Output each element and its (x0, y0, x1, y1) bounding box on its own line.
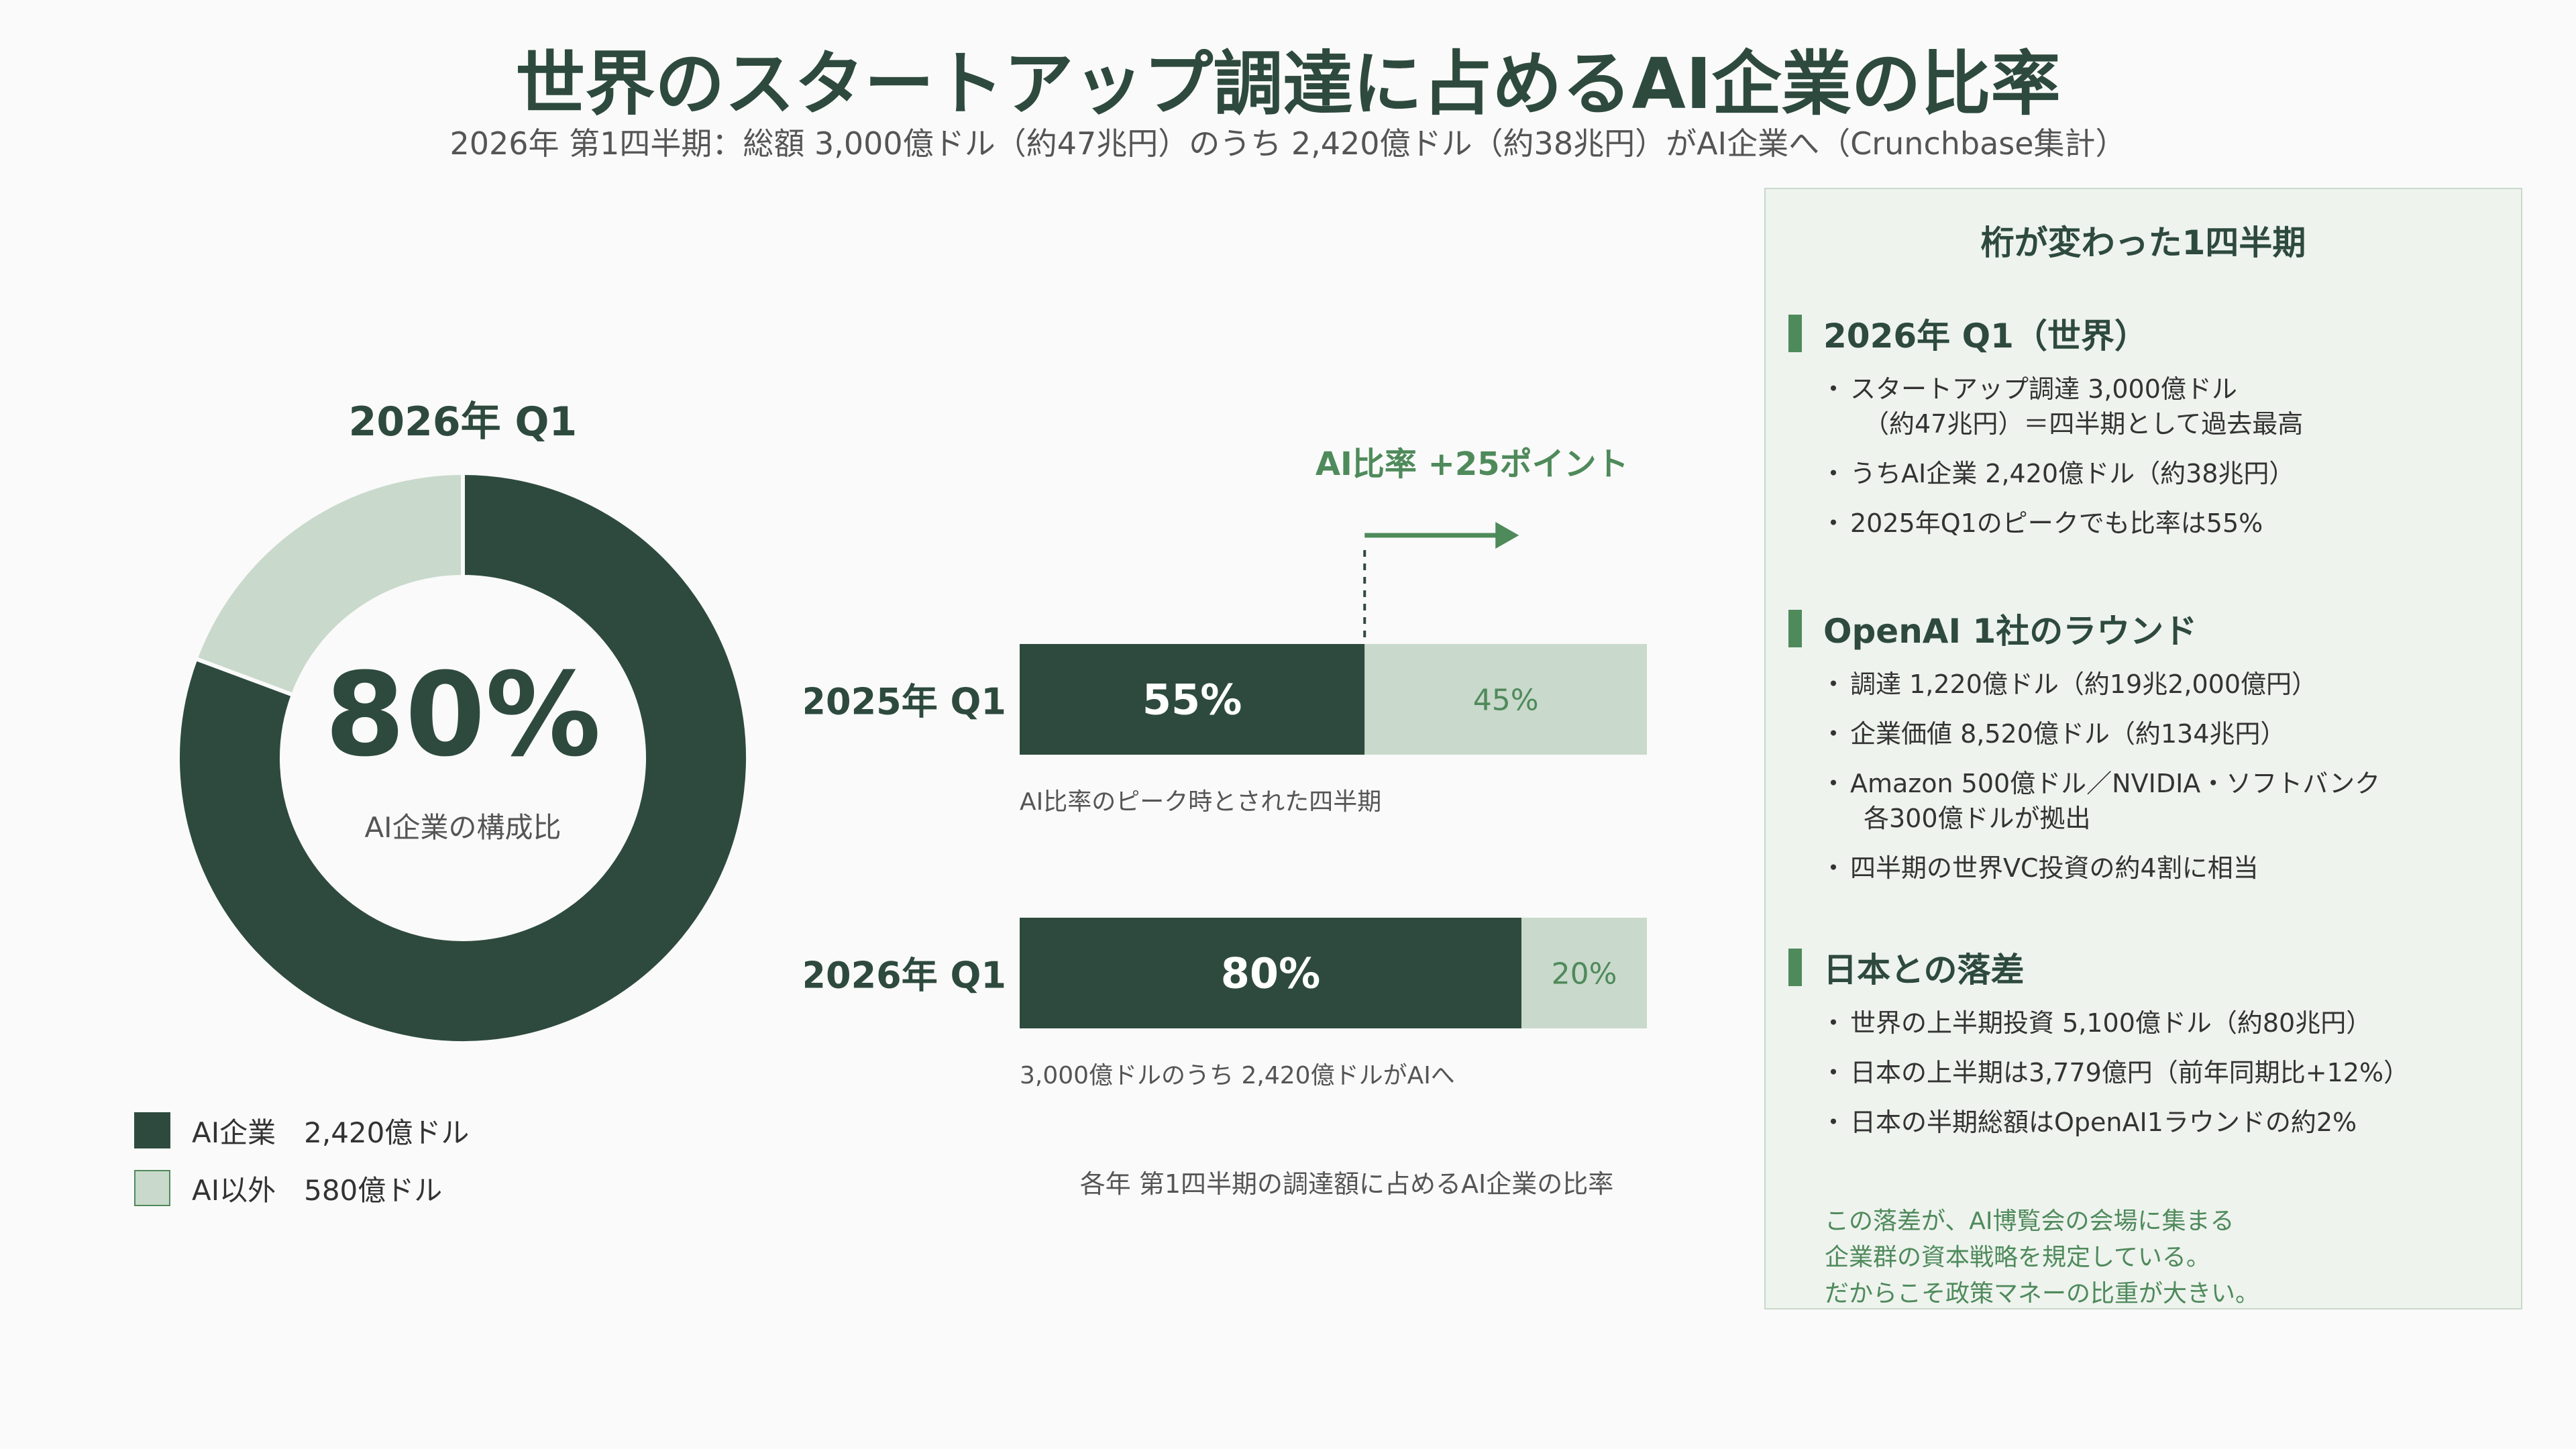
donut-slice-non-ai (193, 470, 465, 698)
legend-swatch-non-ai (134, 1170, 170, 1206)
bullet-text: 企業価値 8,520億ドル（約134兆円） (1850, 719, 2286, 749)
donut-center-label: AI企業の構成比 (364, 811, 561, 844)
section-title: 日本との落差 (1823, 951, 2025, 989)
donut-center-value: 80% (325, 647, 601, 782)
bar-category-label: 2026年 Q1 (805, 955, 1006, 997)
bullet-item: 四半期の世界VC投資の約4割に相当 (1821, 851, 2506, 885)
bar-note: 3,000億ドルのうち 2,420億ドルがAIへ (1020, 1062, 1455, 1089)
bullet-item: 日本の半期総額はOpenAI1ラウンドの約2% (1821, 1105, 2506, 1140)
bar-segment-non-ai (1364, 644, 1647, 755)
bar-segment-non-ai (1521, 918, 1647, 1028)
panel-title: 桁が変わった1四半期 (1980, 223, 2306, 262)
bullet-item: うちAI企業 2,420億ドル（約38兆円） (1821, 456, 2506, 491)
donut-chart (176, 470, 750, 1045)
bullet-item: 2025年Q1のピークでも比率は55% (1821, 506, 2506, 541)
bullet-text: 日本の半期総額はOpenAI1ラウンドの約2% (1850, 1108, 2357, 1137)
legend-item-ai: AI企業 2,420億ドル (134, 1110, 469, 1150)
section-marker (1788, 315, 1802, 352)
panel-note: この落差が、AI博覧会の会場に集まる 企業群の資本戦略を規定している。 だからこ… (1825, 1203, 2496, 1312)
bar-data-label-non-ai: 20% (1552, 957, 1617, 991)
legend-item-non-ai: AI以外 580億ドル (134, 1168, 469, 1208)
bar-data-label-non-ai: 45% (1473, 684, 1539, 718)
bullet-item: スタートアップ調達 3,000億ドル （約47兆円）＝四半期として過去最高 (1821, 372, 2506, 441)
bar-data-label-ai: 55% (1142, 676, 1242, 724)
bullet-item: 日本の上半期は3,779億円（前年同期比+12%） (1821, 1055, 2506, 1090)
note-line: 企業群の資本戦略を規定している。 (1825, 1244, 2210, 1271)
bullet-item: 世界の上半期投資 5,100億ドル（約80兆円） (1821, 1006, 2506, 1040)
section-heading: OpenAI 1社のラウンド (1788, 605, 2506, 652)
bullet-text: スタートアップ調達 3,000億ドル (1850, 374, 2237, 404)
bar-segment-ai (1020, 918, 1521, 1028)
panel-section-openai: OpenAI 1社のラウンド 調達 1,220億ドル（約19兆2,000億円） … (1788, 605, 2506, 885)
donut-title: 2026年 Q1 (348, 398, 578, 445)
donut-legend: AI企業 2,420億ドル AI以外 580億ドル (134, 1110, 469, 1226)
panel-section-world: 2026年 Q1（世界） スタートアップ調達 3,000億ドル （約47兆円）＝… (1788, 310, 2506, 541)
section-heading: 2026年 Q1（世界） (1788, 310, 2506, 357)
bar-category-label: 2025年 Q1 (805, 681, 1006, 723)
bar-data-label-ai: 80% (1221, 949, 1320, 998)
section-marker (1788, 610, 1802, 647)
bullet-text-cont: （約47兆円）＝四半期として過去最高 (1864, 409, 2304, 439)
summary-panel: 桁が変わった1四半期 2026年 Q1（世界） スタートアップ調達 3,000億… (1764, 188, 2522, 1309)
page-title: 世界のスタートアップ調達に占めるAI企業の比率 (515, 43, 2061, 125)
bullet-text: 世界の上半期投資 5,100億ドル（約80兆円） (1850, 1008, 2372, 1038)
donut-slice-ai (176, 470, 750, 1045)
bullet-item: Amazon 500億ドル／NVIDIA・ソフトバンク 各300億ドルが拠出 (1821, 766, 2506, 836)
annotation-arrowhead-icon (1495, 522, 1519, 549)
bullet-text: うちAI企業 2,420億ドル（約38兆円） (1850, 459, 2295, 488)
bullet-text: 調達 1,220億ドル（約19兆2,000億円） (1850, 669, 2318, 699)
note-line: だからこそ政策マネーの比重が大きい。 (1825, 1280, 2260, 1307)
section-heading: 日本との落差 (1788, 944, 2506, 991)
bullet-item: 調達 1,220億ドル（約19兆2,000億円） (1821, 667, 2506, 702)
section-title: OpenAI 1社のラウンド (1823, 612, 2198, 651)
bullet-text: Amazon 500億ドル／NVIDIA・ソフトバンク (1850, 769, 2381, 798)
bullet-item: 企業価値 8,520億ドル（約134兆円） (1821, 716, 2506, 751)
legend-label-non-ai: AI以外 580億ドル (192, 1173, 443, 1207)
stacked-bar-chart: 2025年 Q1 55% 45% AI比率のピーク時とされた四半期 2026年 Q1 80… (805, 445, 1647, 1199)
bar-segment-ai (1020, 644, 1365, 755)
bar-chart-caption: 各年 第1四半期の調達額に占めるAI企業の比率 (1080, 1169, 1613, 1199)
legend-swatch-ai (134, 1112, 170, 1148)
bullet-text: 日本の上半期は3,779億円（前年同期比+12%） (1850, 1058, 2410, 1087)
section-title: 2026年 Q1（世界） (1823, 317, 2148, 356)
section-marker (1788, 949, 1802, 986)
bullet-text: 四半期の世界VC投資の約4割に相当 (1850, 853, 2259, 883)
bullet-text-cont: 各300億ドルが拠出 (1864, 804, 2091, 833)
legend-label-ai: AI企業 2,420億ドル (192, 1116, 470, 1149)
panel-section-japan: 日本との落差 世界の上半期投資 5,100億ドル（約80兆円） 日本の上半期は3… (1788, 944, 2506, 1140)
page-subtitle: 2026年 第1四半期：総額 3,000億ドル（約47兆円）のうち 2,420億… (449, 125, 2127, 162)
bullet-text: 2025年Q1のピークでも比率は55% (1850, 508, 2263, 538)
bar-note: AI比率のピーク時とされた四半期 (1020, 788, 1381, 816)
change-annotation: AI比率 +25ポイント (1316, 445, 1629, 483)
note-line: この落差が、AI博覧会の会場に集まる (1825, 1208, 2235, 1235)
